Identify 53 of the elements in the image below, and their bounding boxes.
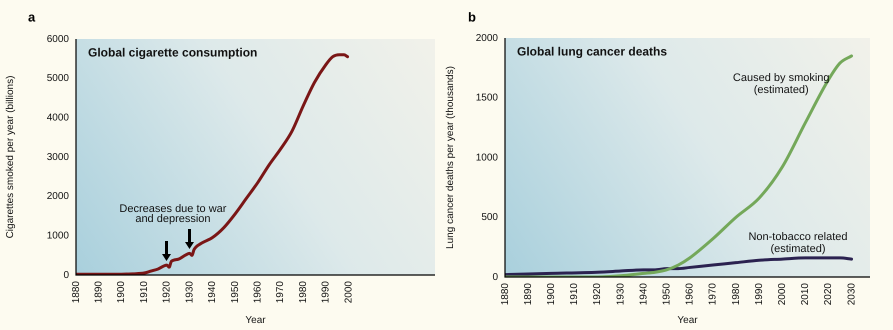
x-tick-label: 1980 <box>298 280 309 304</box>
x-tick-label: 1960 <box>252 280 264 304</box>
x-tick-label: 1910 <box>138 280 150 304</box>
y-tick-label: 6000 <box>46 34 70 45</box>
y-tick-label: 3000 <box>46 152 70 163</box>
x-tick-label: 1880 <box>500 282 511 306</box>
x-tick-label: 1900 <box>116 280 128 304</box>
y-tick-label: 500 <box>481 212 498 223</box>
text: Global cigarette consumption <box>88 45 258 60</box>
x-tick-label: 1910 <box>569 282 580 306</box>
x-tick-label: 1900 <box>546 282 557 306</box>
x-tick-label: 1960 <box>684 282 696 306</box>
text: Global lung cancer deaths <box>517 44 668 58</box>
series-label: Caused by smoking (estimated) <box>732 72 830 96</box>
x-tick-label: 1890 <box>522 282 534 306</box>
x-tick-label: 1990 <box>754 282 765 306</box>
x-tick-label: 1970 <box>708 282 719 306</box>
x-tick-label: 1940 <box>638 282 650 306</box>
y-tick-label: 1000 <box>46 230 70 242</box>
y-tick-label: 0 <box>63 270 70 281</box>
y-tick-label: 5000 <box>46 73 70 84</box>
x-axis-title: Year <box>245 314 266 326</box>
y-axis-title: Lung cancer deaths per year (thousands) <box>444 66 456 249</box>
x-tick-label: 2030 <box>846 282 858 306</box>
y-tick-label: 1000 <box>476 152 498 164</box>
x-tick-label: 2020 <box>823 282 834 306</box>
y-axis-title: Cigarettes smoked per year (billions) <box>4 76 16 238</box>
x-tick-label: 1940 <box>207 280 218 304</box>
y-tick-label: 0 <box>492 272 498 283</box>
series-label: Non-tobacco related (estimated) <box>748 231 848 256</box>
x-tick-label: 2000 <box>776 282 788 306</box>
x-tick-label: 1970 <box>275 280 286 304</box>
y-tick-label: 4000 <box>46 112 70 124</box>
x-tick-label: 1990 <box>320 280 332 304</box>
x-tick-label: 1920 <box>592 282 604 306</box>
x-tick-label: 1930 <box>615 282 626 306</box>
y-tick-label: 1500 <box>476 92 498 104</box>
text: a <box>28 10 36 25</box>
x-axis-title: Year <box>677 314 698 326</box>
y-tick-label: 2000 <box>46 191 70 202</box>
x-tick-label: 1950 <box>661 282 672 306</box>
annotation: Decreases due to war and depression <box>119 202 227 225</box>
x-tick-label: 1890 <box>93 280 104 304</box>
x-tick-label: 1930 <box>184 280 196 304</box>
x-tick-label: 1920 <box>162 280 173 304</box>
x-tick-label: 1950 <box>230 280 241 304</box>
x-tick-label: 2010 <box>800 282 812 306</box>
y-tick-label: 2000 <box>476 32 498 44</box>
x-tick-label: 1880 <box>70 280 82 304</box>
x-tick-label: 2000 <box>343 280 354 304</box>
text: b <box>468 10 476 25</box>
line-series <box>505 256 854 276</box>
x-tick-label: 1980 <box>730 282 742 306</box>
